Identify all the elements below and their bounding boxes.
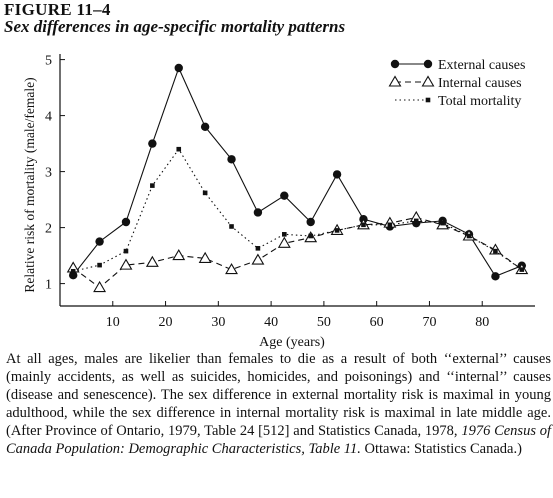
- data-point-external-causes: [280, 191, 289, 200]
- data-point-total-mortality: [493, 248, 498, 254]
- legend-marker: [388, 75, 402, 87]
- caption-text-end: Ottawa: Statistics Canada.): [360, 441, 522, 457]
- figure-title: Sex differences in age-specific mortalit…: [4, 17, 346, 36]
- data-point-internal-causes: [277, 236, 291, 248]
- data-point-internal-causes: [172, 249, 186, 261]
- data-point-total-mortality: [282, 232, 287, 237]
- data-point-external-causes: [121, 217, 131, 227]
- data-point-external-causes: [253, 208, 263, 217]
- data-point-total-mortality: [123, 248, 129, 254]
- x-tick-label: 80: [475, 315, 489, 330]
- data-point-external-causes: [491, 272, 500, 281]
- data-point-total-mortality: [387, 222, 393, 228]
- data-point-total-mortality: [440, 220, 445, 226]
- data-point-total-mortality: [255, 246, 261, 251]
- data-point-internal-causes: [383, 216, 397, 228]
- legend-label: Internal causes: [438, 76, 522, 91]
- y-tick-label: 5: [45, 54, 52, 69]
- data-point-internal-causes: [251, 253, 265, 265]
- data-point-total-mortality: [70, 268, 76, 274]
- data-point-total-mortality: [176, 146, 182, 152]
- data-point-total-mortality: [308, 233, 313, 239]
- y-tick-label: 4: [45, 110, 52, 125]
- series-line-external-causes: [72, 66, 523, 278]
- data-point-total-mortality: [202, 190, 208, 196]
- data-point-internal-causes: [119, 258, 133, 270]
- x-tick-label: 50: [317, 315, 331, 330]
- x-tick-label: 30: [211, 315, 225, 330]
- x-tick-label: 70: [422, 315, 436, 330]
- x-tick-label: 40: [264, 315, 278, 330]
- legend-marker: [425, 97, 431, 103]
- data-point-total-mortality: [413, 218, 419, 224]
- series-line-total-mortality: [73, 148, 523, 272]
- data-point-internal-causes: [198, 251, 212, 263]
- data-point-total-mortality: [229, 224, 234, 229]
- data-point-total-mortality: [361, 222, 366, 228]
- data-point-external-causes: [227, 155, 236, 164]
- mortality-chart: 1 2 3 4 5 10 20 30 40 50 60 70 80 External causes Int…: [22, 54, 535, 350]
- legend-label: External causes: [438, 58, 525, 73]
- legend-label: Total mortality: [438, 94, 521, 109]
- y-axis-label: Relative risk of mortality (male/female): [22, 77, 37, 292]
- series-line-internal-causes: [72, 216, 523, 289]
- data-point-total-mortality: [150, 183, 155, 188]
- x-tick-label: 10: [106, 315, 120, 330]
- data-point-total-mortality: [334, 228, 340, 233]
- data-point-external-causes: [306, 217, 315, 227]
- chart-legend: External causes Internal causes Total mort…: [388, 58, 525, 109]
- chart-series: [66, 63, 529, 293]
- legend-marker: [421, 75, 435, 87]
- x-tick-label: 20: [159, 315, 173, 330]
- y-tick-label: 1: [45, 278, 52, 293]
- data-point-external-causes: [174, 63, 183, 73]
- data-point-total-mortality: [519, 267, 525, 272]
- legend-marker: [423, 59, 433, 69]
- figure-label: FIGURE 11–4: [4, 0, 111, 19]
- data-point-external-causes: [332, 170, 342, 179]
- chart-axes: 1 2 3 4 5 10 20 30 40 50 60 70 80: [45, 54, 535, 330]
- data-point-external-causes: [148, 139, 157, 148]
- x-axis-label: Age (years): [259, 335, 325, 350]
- y-tick-label: 2: [45, 222, 52, 237]
- caption-text: At all ages, males are likelier than fem…: [6, 351, 551, 439]
- data-point-external-causes: [95, 237, 104, 246]
- data-point-external-causes: [200, 122, 210, 131]
- x-tick-label: 60: [370, 315, 384, 330]
- data-point-internal-causes: [93, 280, 107, 293]
- y-tick-label: 3: [45, 166, 52, 181]
- figure-caption: At all ages, males are likelier than fem…: [6, 350, 551, 458]
- caption-italic-citation: 1976 Census of Canada Population: Demogr…: [6, 423, 551, 457]
- data-point-internal-causes: [225, 263, 238, 275]
- data-point-total-mortality: [466, 233, 472, 239]
- data-point-internal-causes: [145, 255, 159, 267]
- data-point-total-mortality: [97, 262, 102, 268]
- legend-marker: [390, 59, 400, 69]
